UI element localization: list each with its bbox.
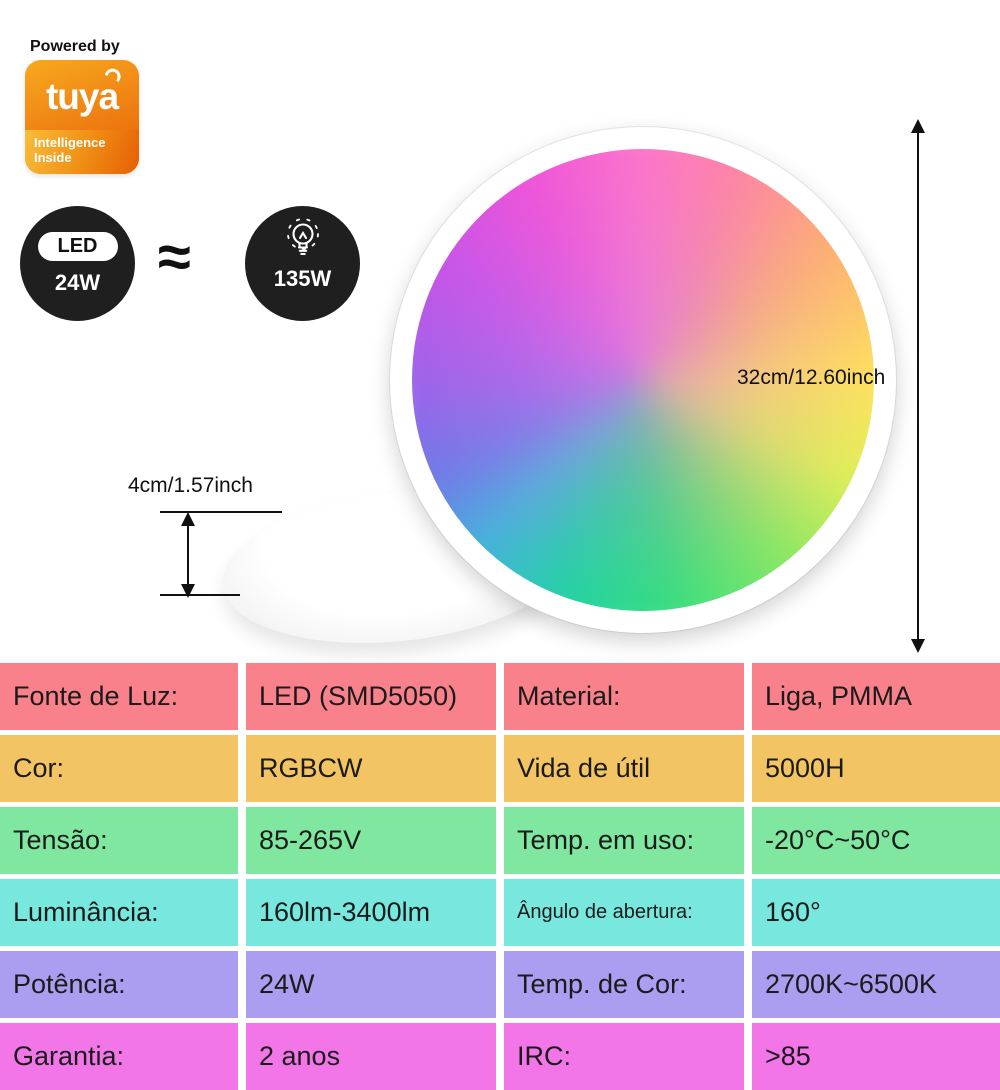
spec-value: 2700K~6500K [752,951,1000,1018]
tuya-tagline: Intelligence Inside [25,130,139,174]
powered-by-label: Powered by [30,38,120,55]
led-wattage-value: 24W [54,270,101,295]
table-row: Tensão: 85-265V Temp. em uso: -20°C~50°C [0,807,1000,874]
spec-value: >85 [752,1023,1000,1090]
spec-label: Tensão: [0,807,238,874]
table-row: Luminância: 160lm-3400lm Ângulo de abert… [0,879,1000,946]
spec-label: Fonte de Luz: [0,663,238,730]
spec-label: Potência: [0,951,238,1018]
approx-equal-symbol: ≈ [158,223,191,290]
table-row: Potência: 24W Temp. de Cor: 2700K~6500K [0,951,1000,1018]
thickness-top-tick [160,511,282,513]
light-bulb-icon [279,216,327,264]
tuya-brand-text: tuya [45,76,119,117]
diameter-dimension-label: 32cm/12.60inch [737,366,886,389]
tuya-logo: tuya Intelligence Inside [25,60,139,174]
spec-value: 5000H [752,735,1000,802]
spec-value: 2 anos [246,1023,496,1090]
spec-label: Temp. de Cor: [504,951,744,1018]
spec-label: Material: [504,663,744,730]
table-row: Garantia: 2 anos IRC: >85 [0,1023,1000,1090]
bulb-wattage-badge: 135W [245,206,360,321]
thickness-dimension-label: 4cm/1.57inch [128,474,253,497]
spec-value: Liga, PMMA [752,663,1000,730]
spec-value: 85-265V [246,807,496,874]
spec-value: 160° [752,879,1000,946]
bulb-wattage-value: 135W [273,266,332,291]
tagline-line1: Intelligence [34,135,106,151]
lamp-front-view [390,127,896,633]
table-row: Cor: RGBCW Vida de útil 5000H [0,735,1000,802]
tagline-line2: Inside [34,150,72,166]
tuya-wordmark: tuya [45,65,124,118]
spec-value: 24W [246,951,496,1018]
spec-label: Luminância: [0,879,238,946]
rgb-gradient [412,149,874,611]
spec-label: Garantia: [0,1023,238,1090]
spec-label: IRC: [504,1023,744,1090]
spec-table: Fonte de Luz: LED (SMD5050) Material: Li… [0,663,1000,1090]
diameter-dimension-arrow [917,121,919,651]
led-label: LED [37,232,118,261]
thickness-bottom-tick [160,594,240,596]
spec-value: 160lm-3400lm [246,879,496,946]
spec-value: LED (SMD5050) [246,663,496,730]
spec-value: -20°C~50°C [752,807,1000,874]
spec-value: RGBCW [246,735,496,802]
spec-label: Temp. em uso: [504,807,744,874]
thickness-dimension-arrow [187,514,189,596]
spec-label: Vida de útil [504,735,744,802]
spec-label: Ângulo de abertura: [504,879,744,946]
led-wattage-badge: LED 24W [20,206,135,321]
table-row: Fonte de Luz: LED (SMD5050) Material: Li… [0,663,1000,730]
spec-label: Cor: [0,735,238,802]
lamp-rgb-panel [412,149,874,611]
